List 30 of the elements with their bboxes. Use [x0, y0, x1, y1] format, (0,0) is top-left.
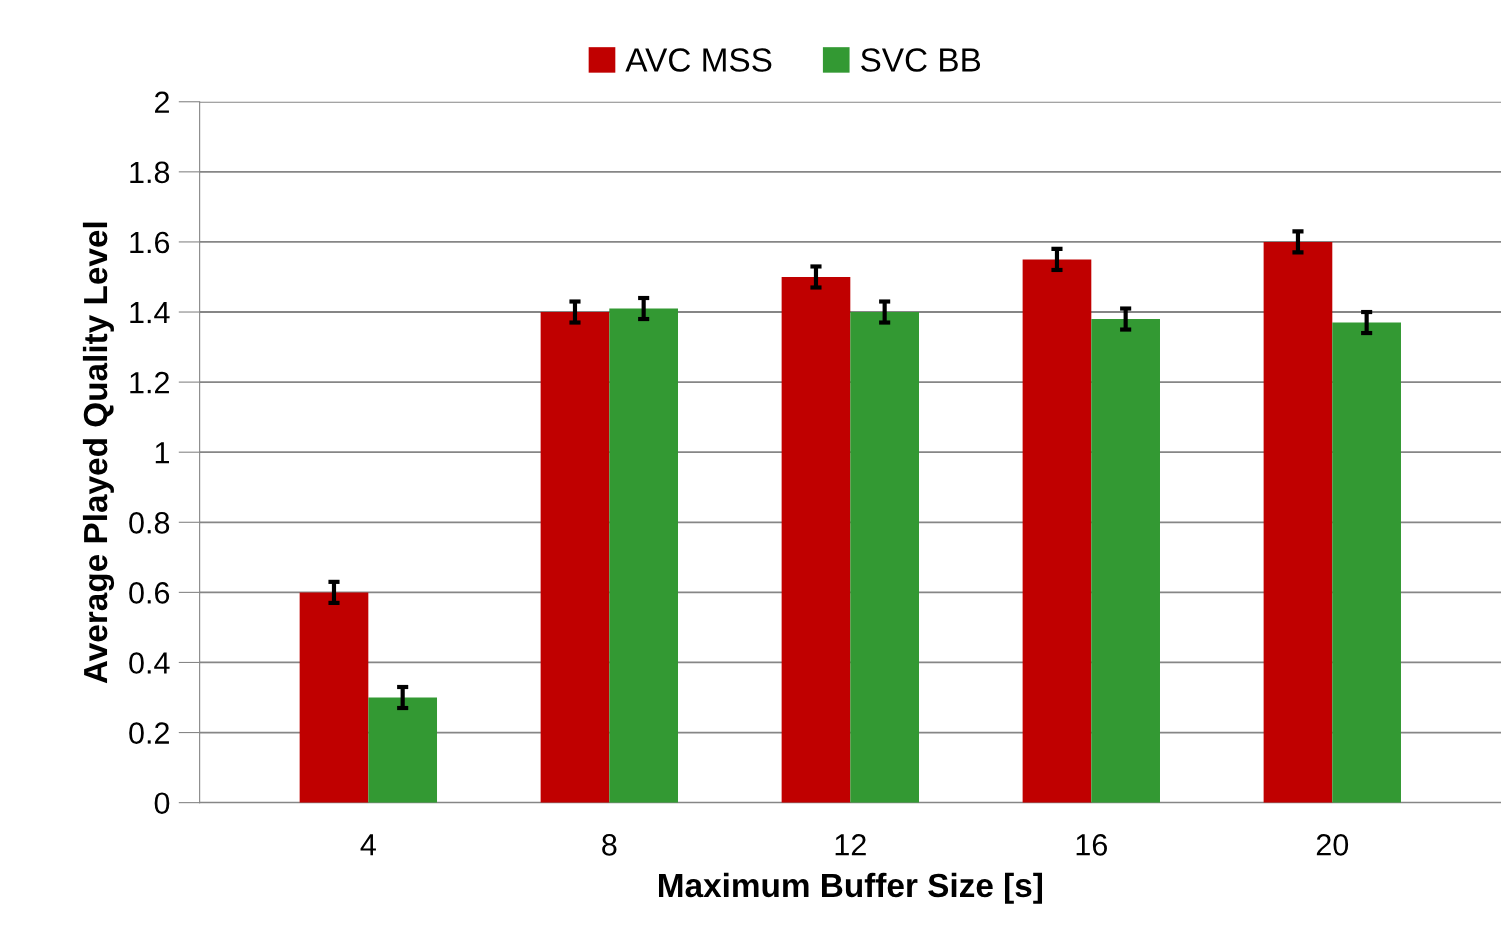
- y-tick-label: 1.2: [130, 371, 169, 394]
- x-tick-label: 12: [835, 834, 866, 856]
- bar: [1022, 259, 1092, 803]
- y-tick-label: 0.4: [129, 652, 170, 674]
- x-tick-label: 20: [1316, 834, 1349, 856]
- bar: [540, 312, 610, 803]
- x-tick-label: 8: [602, 834, 617, 856]
- y-tick-label: 0.8: [129, 512, 170, 534]
- x-tick-label: 4: [360, 834, 376, 856]
- y-tick-label: 1.8: [130, 161, 170, 184]
- y-tick-label: 1.6: [130, 231, 170, 254]
- y-tick-label: 0.2: [129, 722, 169, 744]
- bar: [1091, 319, 1160, 803]
- bar: [850, 312, 919, 803]
- legend-label: SVC BB: [861, 48, 981, 72]
- legend-label: AVC MSS: [625, 48, 772, 72]
- bar: [1332, 322, 1401, 803]
- x-axis-title: Maximum Buffer Size [s]: [659, 872, 1043, 904]
- y-tick-label: 1: [155, 442, 169, 464]
- bar: [609, 308, 679, 803]
- y-tick-label: 2: [155, 91, 169, 113]
- y-tick-label: 0.6: [129, 582, 170, 604]
- y-tick-label: 1.4: [130, 302, 170, 324]
- x-tick-label: 16: [1076, 834, 1107, 856]
- bar: [1263, 241, 1333, 803]
- y-axis-title: Average Played Quality Level: [82, 222, 115, 684]
- bar: [781, 276, 851, 803]
- bar: [368, 697, 438, 803]
- bar: [299, 592, 369, 803]
- y-tick-label: 0: [154, 792, 170, 815]
